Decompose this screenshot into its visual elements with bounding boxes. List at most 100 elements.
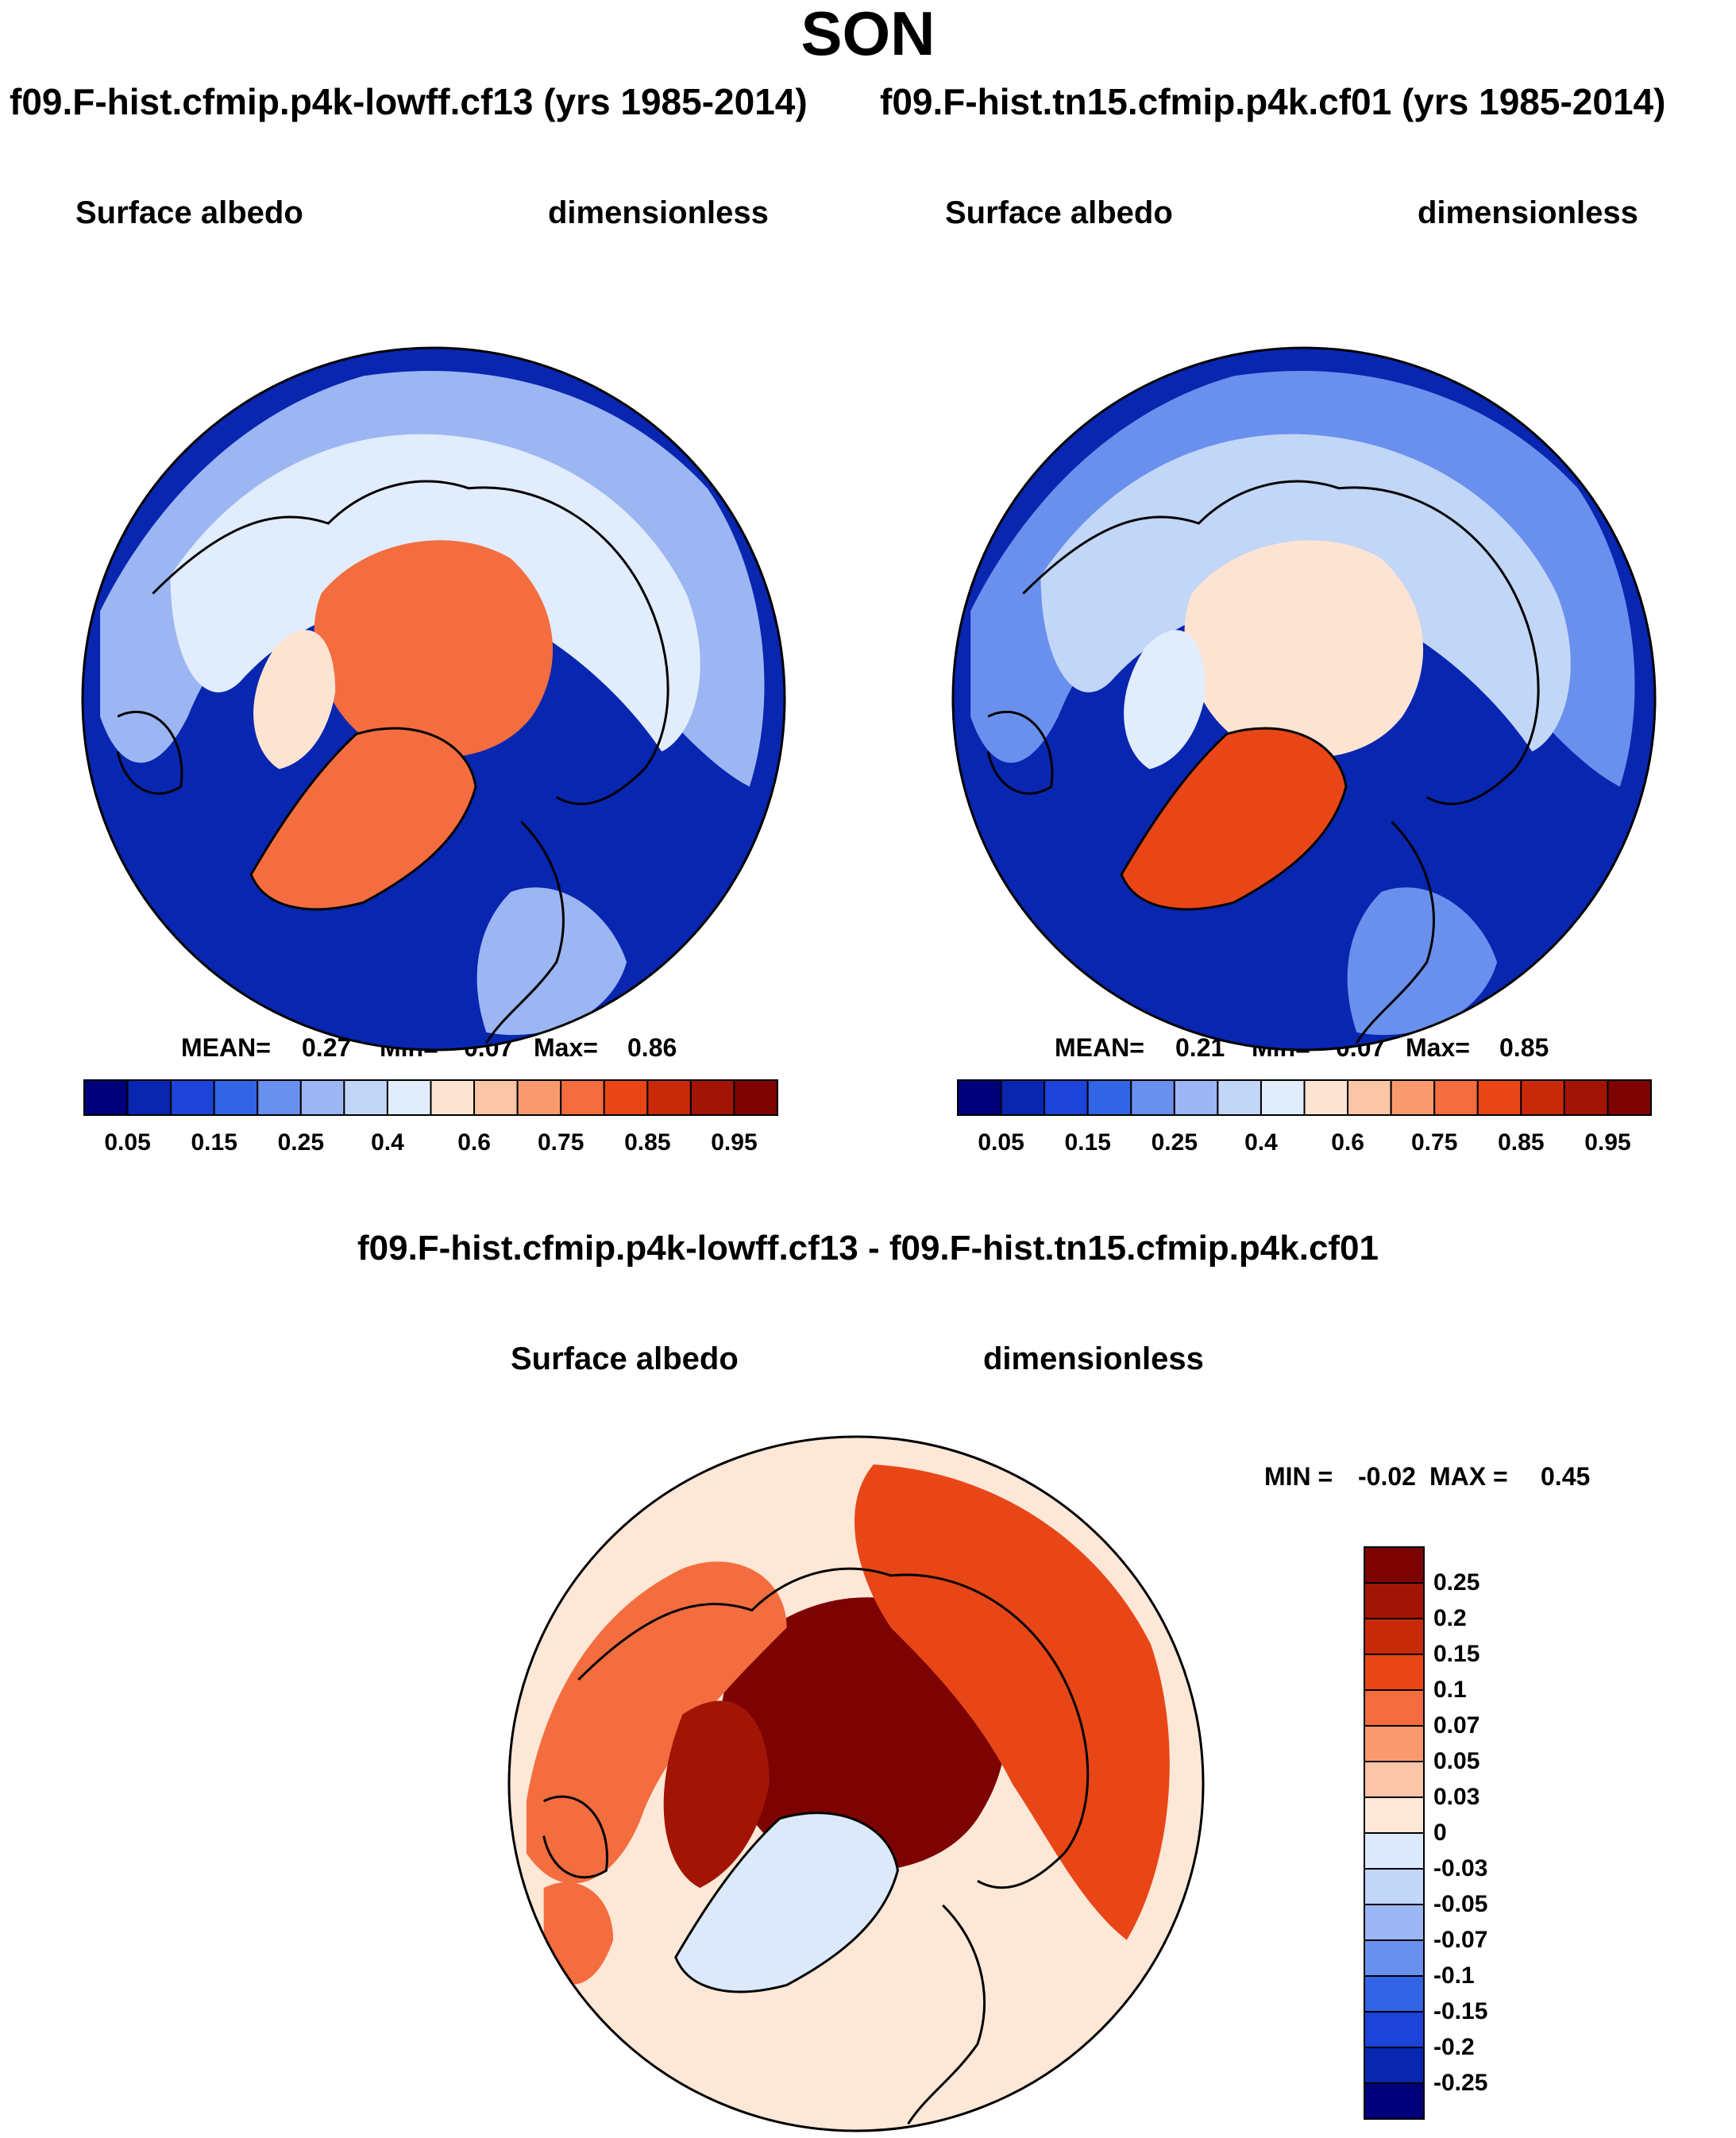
p1-colorbar-box-14 [689, 1079, 735, 1116]
p2-colorbar-box-14 [1563, 1079, 1609, 1116]
case-title-left: f09.F-hist.cfmip.p4k-lowff.cf13 (yrs 198… [10, 81, 808, 122]
p1-colorbar-box-4 [257, 1079, 302, 1116]
p3-colorbar-tick-6: -0.03 [1433, 1855, 1488, 1881]
p2-region-subarctic-land-0 [970, 370, 1635, 787]
p1-colorbar-tick-1: 0.15 [191, 1129, 237, 1156]
p3-colorbar-tick-5: -0.05 [1433, 1891, 1488, 1917]
p3-colorbar-tick-2: -0.15 [1433, 1998, 1488, 2024]
panel3-min-label: MIN = [1264, 1462, 1333, 1491]
p3-colorbar-box-14 [1364, 1582, 1425, 1619]
p1-colorbar-box-7 [386, 1079, 432, 1116]
p2-colorbar-box-0 [957, 1079, 1002, 1116]
panel3-max-label: MAX = [1429, 1462, 1508, 1491]
panel3-units-label: dimensionless [983, 1341, 1204, 1376]
panel2-variable-label: Surface albedo [945, 195, 1173, 230]
p3-region-greenland-0 [675, 1812, 898, 1992]
p3-colorbar-box-3 [1364, 1975, 1425, 2013]
p2-coastline-4 [1425, 592, 1540, 805]
p2-colorbar-tick-7: 0.95 [1584, 1129, 1631, 1156]
p1-colorbar-box-13 [646, 1079, 692, 1116]
p3-colorbar-box-5 [1364, 1904, 1425, 1941]
p1-colorbar-box-1 [126, 1079, 172, 1116]
p2-colorbar-box-12 [1476, 1079, 1522, 1116]
p3-region-canadian-archipelago-0 [663, 1700, 770, 1889]
p2-region-arctic-ocean-ice-0 [1184, 540, 1424, 758]
p1-colorbar [83, 1079, 778, 1116]
p2-colorbar-box-4 [1130, 1079, 1175, 1116]
p1-colorbar-box-9 [473, 1079, 519, 1116]
p3-colorbar-tick-4: -0.07 [1433, 1927, 1488, 1953]
panel3-min-value: -0.02 [1358, 1462, 1416, 1491]
p1-colorbar-tick-3: 0.4 [371, 1129, 404, 1156]
p2-colorbar-tick-2: 0.25 [1151, 1129, 1198, 1156]
p3-colorbar-tick-9: 0.05 [1433, 1748, 1480, 1774]
panel1-max-value: 0.86 [627, 1033, 677, 1062]
p1-coastline-1 [249, 727, 477, 911]
p2-colorbar-box-10 [1390, 1079, 1436, 1116]
p3-region-north-america-boreal-0 [526, 1561, 787, 1884]
p2-colorbar-box-9 [1347, 1079, 1392, 1116]
p2-colorbar-box-7 [1260, 1079, 1306, 1116]
p1-colorbar-box-10 [516, 1079, 562, 1116]
p1-region-high-arctic-land-0 [253, 630, 336, 770]
p1-coastline-4 [555, 592, 669, 805]
p2-coastline-0 [1022, 480, 1516, 595]
panel1-max-label: Max= [534, 1033, 598, 1062]
p1-colorbar-tick-7: 0.95 [711, 1129, 758, 1156]
p3-colorbar-tick-10: 0.07 [1433, 1712, 1480, 1739]
season-title: SON [800, 0, 936, 68]
diff-title: f09.F-hist.cfmip.p4k-lowff.cf13 - f09.F-… [357, 1229, 1379, 1268]
p3-colorbar-box-9 [1364, 1761, 1425, 1798]
p1-colorbar-box-15 [733, 1079, 778, 1116]
panel2-max-label: Max= [1406, 1033, 1470, 1062]
p2-colorbar-box-6 [1217, 1079, 1262, 1116]
p3-colorbar-tick-3: -0.1 [1433, 1962, 1475, 1989]
p1-colorbar-box-12 [603, 1079, 649, 1116]
p2-region-greenland-0 [1121, 728, 1347, 909]
p1-colorbar-box-0 [83, 1079, 129, 1116]
p2-map [951, 346, 1657, 1052]
p3-colorbar-box-12 [1364, 1654, 1425, 1691]
p3-coastline-0 [577, 1567, 1066, 1681]
p3-colorbar-tick-7: 0 [1433, 1820, 1447, 1846]
p1-colorbar-box-11 [560, 1079, 605, 1116]
p2-coastline-3 [986, 711, 1054, 795]
p3-colorbar-tick-8: 0.03 [1433, 1784, 1480, 1810]
p3-colorbar-box-0 [1364, 2082, 1425, 2120]
panel3-max-value: 0.45 [1541, 1462, 1591, 1491]
p1-coastline-2 [485, 820, 565, 1044]
p3-colorbar-tick-11: 0.1 [1433, 1677, 1467, 1703]
p1-coastline-3 [116, 711, 183, 795]
p3-region-north-america-boreal-1 [543, 1882, 614, 1985]
p2-colorbar-tick-3: 0.4 [1244, 1129, 1278, 1156]
p2-colorbar-box-13 [1520, 1079, 1565, 1116]
p2-colorbar-box-8 [1303, 1079, 1349, 1116]
p2-colorbar-box-3 [1086, 1079, 1132, 1116]
p3-colorbar-box-4 [1364, 1939, 1425, 1977]
p1-region-subarctic-land-1 [476, 887, 627, 1036]
p1-map-border [81, 346, 786, 1052]
p3-colorbar-tick-13: 0.2 [1433, 1605, 1467, 1631]
p1-region-subarctic-land-0 [100, 370, 765, 787]
p3-coastline-3 [542, 1795, 608, 1879]
p3-colorbar-box-6 [1364, 1868, 1425, 1905]
p3-coastline-4 [977, 1679, 1090, 1889]
p3-colorbar-box-7 [1364, 1832, 1425, 1870]
p3-map-border [507, 1435, 1205, 2132]
p3-colorbar-box-15 [1364, 1546, 1425, 1584]
panel1-units-label: dimensionless [548, 195, 769, 230]
p2-colorbar-tick-0: 0.05 [978, 1129, 1024, 1156]
p2-colorbar-box-11 [1433, 1079, 1479, 1116]
p2-region-subarctic-land-1 [1347, 887, 1498, 1036]
p3-colorbar-box-1 [1364, 2047, 1425, 2084]
p2-colorbar-tick-1: 0.15 [1064, 1129, 1111, 1156]
panel1-mean-label: MEAN= [181, 1033, 271, 1062]
p1-colorbar-tick-2: 0.25 [277, 1129, 324, 1156]
p2-colorbar-box-2 [1044, 1079, 1089, 1116]
case-title-right: f09.F-hist.tn15.cfmip.p4k.cf01 (yrs 1985… [880, 81, 1666, 122]
p3-region-eurasia-boreal-0 [854, 1464, 1170, 1940]
p1-colorbar-tick-5: 0.75 [537, 1129, 584, 1156]
p1-colorbar-box-3 [213, 1079, 259, 1116]
p1-colorbar-tick-4: 0.6 [457, 1129, 491, 1156]
